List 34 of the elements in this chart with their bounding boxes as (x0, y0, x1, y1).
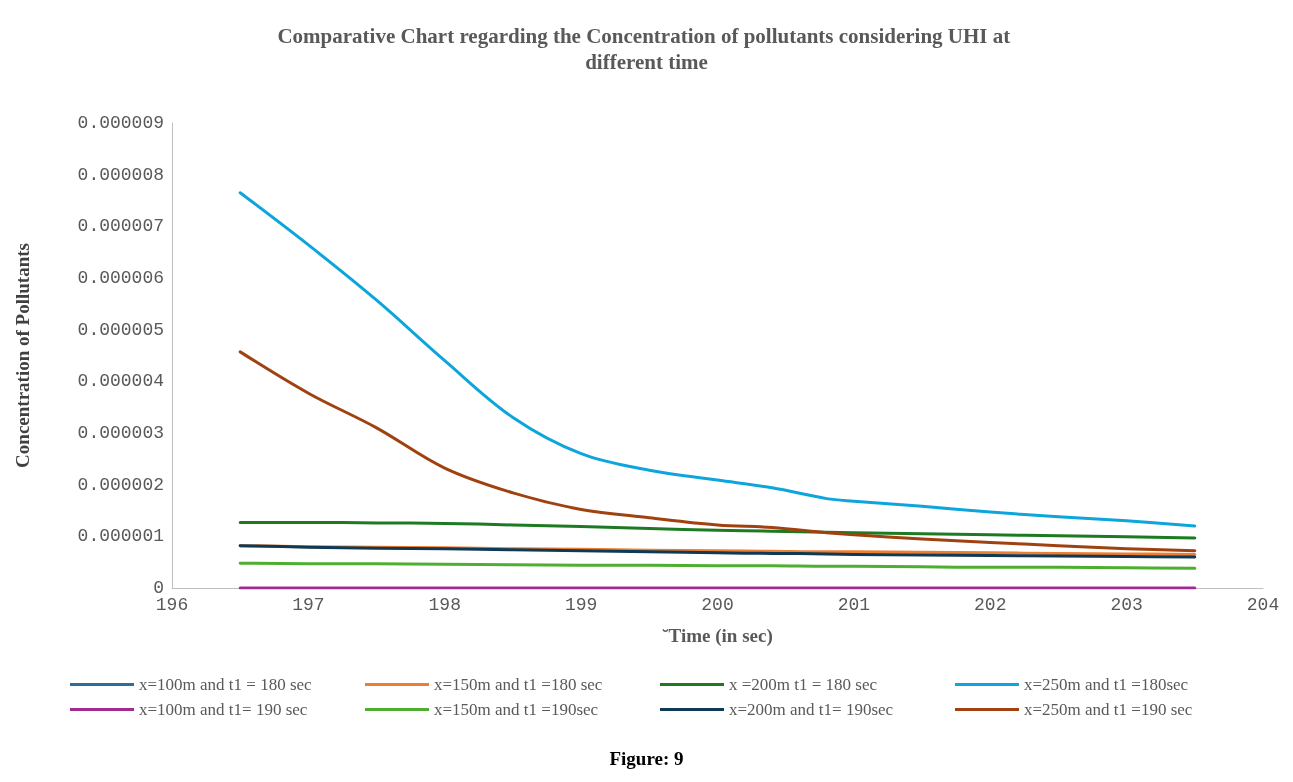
x-axis-title: ˘Time (in sec) (662, 625, 773, 647)
y-tick-label: 0.000001 (77, 526, 164, 547)
legend-label: x=250m and t1 =190 sec (1024, 700, 1193, 719)
legend-label: x=250m and t1 =180sec (1024, 675, 1189, 694)
line-series (238, 350, 1197, 553)
x-tick-label: 201 (837, 595, 871, 615)
legend-label: x =200m t1 = 180 sec (729, 675, 878, 694)
x-tick-label: 196 (155, 595, 189, 615)
legend-label: x=100m and t1= 190 sec (139, 700, 308, 719)
y-tick-label: 0.000007 (77, 216, 164, 237)
x-tick-label: 202 (974, 595, 1007, 615)
x-tick-label: 199 (564, 595, 598, 615)
y-tick-label: 0.000006 (77, 268, 164, 288)
y-axis-title: Concentration of Pollutants (12, 243, 33, 468)
line-series (238, 520, 1197, 540)
legend-label: x=150m and t1 =180 sec (434, 675, 603, 694)
legend-label: x=150m and t1 =190sec (434, 700, 599, 719)
y-tick-label: 0.000002 (77, 474, 164, 495)
y-tick-label: 0.000003 (77, 423, 164, 443)
x-tick-label: 197 (292, 595, 325, 615)
y-tick-label: 0.000005 (77, 319, 164, 340)
legend-label: x=200m and t1= 190sec (729, 700, 894, 719)
line-series (238, 191, 1197, 528)
x-tick-label: 198 (428, 595, 461, 615)
y-tick-label: 0.000004 (77, 371, 164, 392)
x-tick-label: 203 (1110, 595, 1143, 615)
x-tick-label: 200 (701, 595, 734, 615)
legend-label: x=100m and t1 = 180 sec (139, 675, 313, 694)
y-tick-label: 0.000009 (77, 113, 164, 133)
x-tick-label: 204 (1246, 595, 1280, 615)
y-tick-label: 0 (153, 578, 164, 598)
text: Figure: 9 (609, 748, 684, 769)
y-tick-label: 0.000008 (77, 164, 164, 185)
chart-title: Comparative Chart regarding the Concentration of pollutants considering UHI at different time (277, 24, 1016, 74)
